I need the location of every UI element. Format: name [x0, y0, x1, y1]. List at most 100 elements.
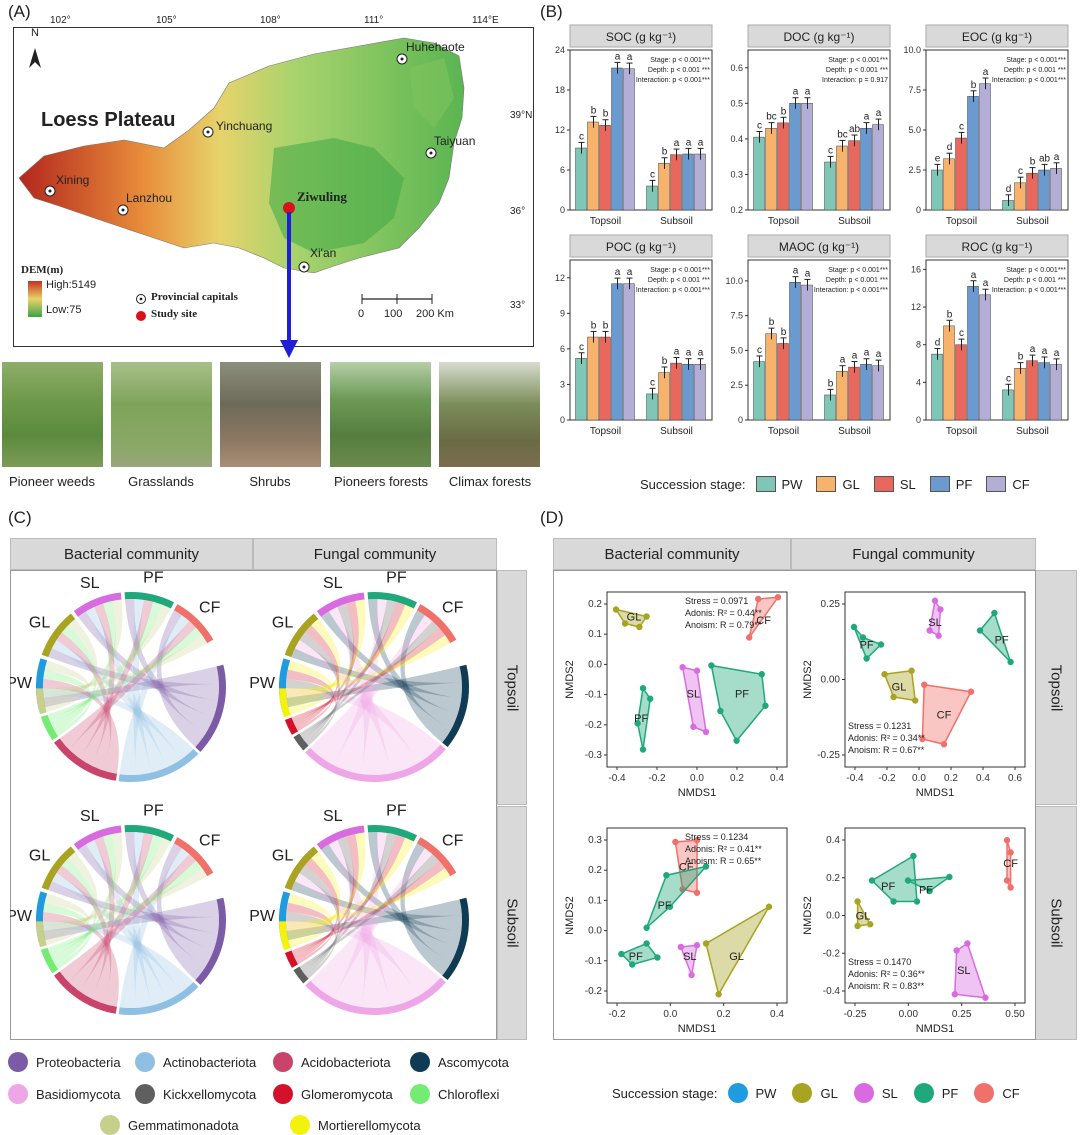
group-label: PF — [919, 884, 933, 896]
chord-ribbon — [156, 610, 206, 748]
significance-letter: a — [698, 137, 704, 148]
bar — [575, 147, 587, 211]
sample-point — [926, 627, 933, 634]
nmds-stat-text: Anoism: R = 0.79** — [685, 620, 762, 630]
sample-point — [746, 634, 753, 641]
bar — [765, 127, 777, 211]
significance-letter: a — [876, 108, 882, 119]
chord-ribbon — [43, 666, 219, 708]
phylum-sector — [305, 977, 446, 1015]
group-label: GL — [627, 612, 642, 624]
chart-title: SOC (g kg⁻¹) — [606, 30, 676, 44]
chord-ribbon — [295, 625, 340, 729]
chart-title-strip — [925, 24, 1069, 48]
bar — [824, 161, 836, 211]
sample-point — [663, 872, 670, 879]
photo-shrubs — [220, 362, 321, 467]
sample-point — [693, 837, 701, 844]
sample-point — [643, 924, 650, 931]
sample-point — [677, 943, 684, 951]
significance-letter: a — [1042, 346, 1048, 357]
chord-ribbon — [132, 832, 152, 1008]
y-tick-label: 0.25 — [821, 599, 841, 610]
x-tick-label: -0.25 — [844, 1009, 867, 1020]
x-tick-label: Topsoil — [590, 216, 621, 227]
stat-text: Interaction: p < 0.001*** — [814, 287, 888, 294]
y-tick-label: 0 — [916, 205, 921, 215]
significance-letter: a — [1054, 348, 1060, 359]
y-tick-label: 0.2 — [588, 865, 602, 876]
significance-letter: a — [983, 278, 989, 289]
nmds-stat-text: Anoism: R = 0.83** — [848, 981, 925, 991]
sample-point — [643, 940, 650, 947]
chord-ribbon — [44, 893, 89, 946]
x-tick-label: Subsoil — [1016, 216, 1049, 227]
chord-ribbon — [79, 603, 115, 766]
x-tick-label: 0.4 — [770, 773, 784, 784]
y-tick-label: -0.2 — [585, 986, 603, 997]
city-markers — [44, 53, 437, 273]
dem-title: DEM(m) — [21, 264, 64, 276]
chord-ribbon — [287, 893, 333, 949]
photo-caption: Climax forests — [448, 474, 532, 489]
phylum-legend-item: Basidiomycota — [8, 1084, 121, 1104]
chord-col-header: Fungal community — [253, 538, 497, 570]
x-tick-label: -0.4 — [846, 773, 864, 784]
chord-ribbon — [43, 832, 123, 936]
sample-point — [867, 921, 874, 928]
stage-label: CF — [199, 832, 221, 849]
chord-ribbon — [43, 599, 123, 703]
stage-sector — [73, 592, 122, 617]
nmds-stat-text: Stress = 0.1470 — [848, 957, 911, 967]
phylum-sector — [53, 738, 117, 781]
sample-point — [621, 620, 629, 627]
group-label: PF — [881, 881, 895, 893]
nmds-col-header: Fungal community — [791, 538, 1036, 570]
nmds-col-header: Bacterial community — [553, 538, 791, 570]
x-axis-label: NMDS1 — [916, 787, 955, 799]
chord-ribbon — [43, 669, 92, 737]
significance-letter: d — [947, 142, 953, 153]
chord-ribbon — [286, 688, 441, 764]
sample-point — [643, 613, 650, 620]
stat-text: Stage: p < 0.001*** — [828, 57, 888, 64]
chord-ribbon — [85, 840, 167, 1006]
significance-letter: e — [935, 153, 941, 164]
phylum-legend-item: Proteobacteria — [8, 1052, 121, 1072]
significance-letter: a — [793, 87, 799, 98]
significance-letter: b — [828, 378, 834, 389]
chord-ribbon — [132, 599, 152, 775]
y-tick-label: 12 — [555, 273, 565, 283]
phylum-legend-item: Glomeromycota — [273, 1084, 393, 1104]
legend-dot-cf — [974, 1083, 995, 1103]
stat-text: Interaction: p < 0.001*** — [636, 77, 710, 84]
group-hull — [905, 876, 953, 892]
panel-label-b: (B) — [540, 2, 563, 21]
chord-ribbon — [43, 902, 92, 970]
phylum-sector — [36, 688, 47, 715]
sample-point — [951, 991, 958, 998]
group-label: CF — [1003, 858, 1018, 870]
chord-ribbon — [293, 601, 359, 726]
legend-study-site: Study site — [151, 308, 198, 320]
x-tick-label: 0.0 — [912, 773, 926, 784]
sample-point — [612, 606, 620, 613]
stage-sector — [316, 825, 365, 850]
stage-label: SL — [80, 575, 100, 592]
stat-text: Interaction: p < 0.001*** — [636, 287, 710, 294]
chord-ribbon — [59, 854, 197, 983]
phylum-sector — [36, 921, 47, 948]
y-tick-label: 9 — [560, 308, 565, 318]
x-tick-label: -0.4 — [608, 773, 626, 784]
sample-point — [946, 873, 953, 881]
chart-title: EOC (g kg⁻¹) — [962, 30, 1032, 44]
significance-letter: a — [627, 52, 633, 63]
chord-ribbon — [291, 881, 463, 932]
stage-label: PW — [249, 908, 276, 925]
scale-bar — [361, 294, 433, 304]
x-tick-label: 0.00 — [899, 1009, 919, 1020]
group-hull — [679, 944, 698, 978]
lat-tick: 39°N — [510, 110, 533, 121]
bar — [777, 343, 789, 421]
significance-letter: a — [971, 270, 977, 281]
